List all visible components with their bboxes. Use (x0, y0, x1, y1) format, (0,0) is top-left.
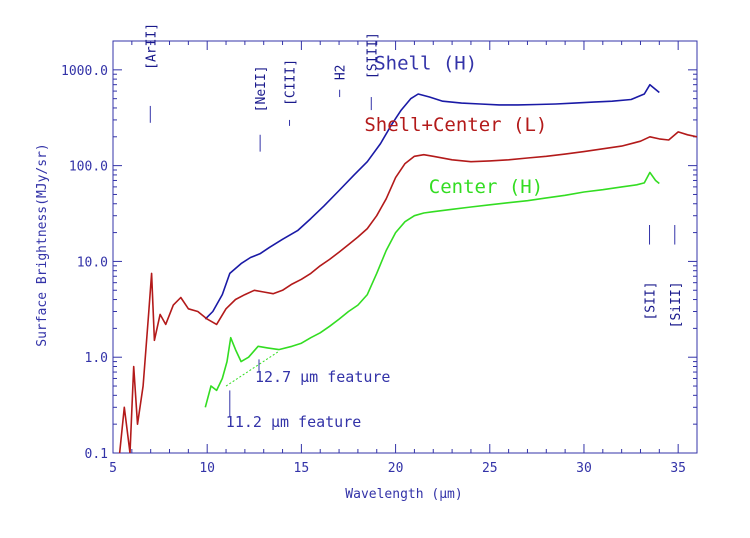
x-tick-label: 5 (109, 461, 117, 476)
x-tick-label: 25 (482, 461, 498, 476)
x-tick-label: 15 (294, 461, 310, 476)
plot-area: 5 10 15 20 25 30 35 0.1 1.0 10.0 100.0 1000.0 Shell … (61, 23, 698, 476)
x-tick-label: 10 (199, 461, 215, 476)
line-marker-label: [CIII] (284, 59, 299, 106)
series-group (118, 83, 697, 453)
y-tick-label: 1.0 (85, 351, 108, 366)
y-tick-label: 0.1 (85, 447, 108, 462)
y-tick-label: 1000.0 (61, 64, 108, 79)
feature-baseline (225, 350, 280, 387)
line-marker-label: H2 (334, 65, 349, 81)
series-label: Center (H) (429, 176, 543, 198)
x-axis-label: Wavelength (μm) (345, 487, 462, 502)
y-tick-label: 10.0 (77, 255, 108, 270)
y-axis-label: Surface Brightness(MJy/sr) (35, 143, 50, 347)
x-tick-label: 30 (576, 461, 592, 476)
series-label: Shell (H) (374, 52, 477, 74)
line-marker-label: [SiII] (669, 281, 684, 328)
series-label: Shell+Center (L) (364, 114, 547, 136)
feature-annotation: 12.7 μm feature (255, 368, 390, 386)
line-marker-label: [SIII] (365, 32, 380, 79)
y-tick-label: 100.0 (69, 160, 108, 175)
line-marker-label: [ArII] (144, 23, 159, 70)
plot-frame (112, 40, 698, 454)
series-line-center (204, 171, 660, 408)
feature-annotation: 11.2 μm feature (226, 413, 361, 431)
line-marker-label: [NeII] (254, 65, 269, 112)
x-tick-label: 35 (670, 461, 686, 476)
x-tick-label: 20 (388, 461, 404, 476)
line-marker-label: [SII] (644, 281, 659, 320)
series-line-total (118, 131, 697, 453)
series-line-shell (204, 83, 660, 320)
